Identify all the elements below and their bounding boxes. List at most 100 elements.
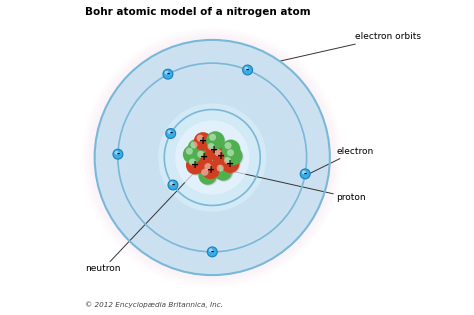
Circle shape	[198, 166, 217, 185]
Circle shape	[178, 123, 247, 192]
Text: -: -	[304, 169, 307, 178]
Circle shape	[115, 60, 310, 255]
Circle shape	[170, 181, 173, 185]
Circle shape	[197, 142, 228, 173]
Circle shape	[201, 169, 209, 176]
Circle shape	[186, 148, 193, 155]
Circle shape	[209, 134, 216, 141]
Text: +: +	[199, 136, 207, 146]
Circle shape	[208, 153, 217, 162]
Text: -: -	[116, 150, 119, 159]
Circle shape	[164, 71, 168, 74]
Circle shape	[82, 27, 342, 288]
Circle shape	[184, 129, 240, 186]
Circle shape	[106, 51, 319, 264]
Text: © 2012 Encyclopædia Britannica, Inc.: © 2012 Encyclopædia Britannica, Inc.	[85, 301, 223, 307]
Circle shape	[168, 180, 178, 190]
Circle shape	[183, 145, 201, 164]
Circle shape	[209, 249, 213, 252]
Circle shape	[113, 149, 123, 159]
Circle shape	[141, 86, 284, 229]
Circle shape	[95, 40, 330, 275]
Circle shape	[191, 141, 198, 148]
Circle shape	[91, 36, 334, 279]
Circle shape	[225, 142, 232, 149]
Circle shape	[171, 116, 254, 199]
Circle shape	[93, 38, 331, 277]
Circle shape	[224, 147, 243, 165]
Circle shape	[104, 49, 320, 266]
Text: -: -	[246, 66, 249, 74]
Text: -: -	[210, 247, 214, 256]
Text: electron: electron	[309, 147, 373, 174]
Circle shape	[187, 157, 205, 175]
Circle shape	[212, 148, 231, 166]
Circle shape	[204, 140, 223, 159]
Circle shape	[98, 43, 327, 272]
Circle shape	[221, 140, 240, 158]
Circle shape	[210, 155, 214, 160]
Text: +: +	[226, 159, 234, 169]
Circle shape	[89, 34, 336, 281]
Circle shape	[189, 134, 236, 181]
Circle shape	[302, 170, 306, 174]
Circle shape	[166, 129, 176, 139]
Circle shape	[189, 158, 196, 165]
Circle shape	[195, 133, 213, 152]
Circle shape	[145, 90, 279, 225]
Circle shape	[182, 127, 243, 188]
Circle shape	[208, 143, 215, 150]
Circle shape	[132, 77, 292, 238]
Circle shape	[225, 148, 244, 166]
Circle shape	[119, 64, 305, 251]
Circle shape	[201, 161, 220, 179]
Circle shape	[123, 69, 301, 246]
Circle shape	[167, 112, 258, 203]
Circle shape	[227, 149, 234, 156]
Text: +: +	[210, 145, 218, 155]
Text: neutron: neutron	[85, 170, 197, 273]
Circle shape	[137, 82, 288, 233]
Circle shape	[108, 54, 316, 261]
Circle shape	[188, 139, 206, 158]
Circle shape	[224, 157, 231, 164]
Circle shape	[134, 79, 290, 236]
Circle shape	[175, 120, 249, 195]
Circle shape	[115, 151, 118, 154]
Text: -: -	[166, 70, 170, 79]
Circle shape	[195, 140, 229, 175]
Circle shape	[244, 66, 248, 70]
Circle shape	[180, 125, 245, 190]
Circle shape	[95, 41, 329, 274]
Circle shape	[147, 93, 277, 222]
Circle shape	[191, 136, 234, 179]
Circle shape	[222, 155, 240, 174]
Text: +: +	[217, 151, 225, 161]
Circle shape	[130, 75, 294, 240]
Text: +: +	[191, 160, 199, 170]
Circle shape	[221, 154, 239, 173]
Circle shape	[300, 169, 310, 179]
Circle shape	[211, 147, 230, 165]
Circle shape	[169, 114, 255, 201]
Circle shape	[128, 73, 297, 242]
Circle shape	[215, 149, 222, 156]
Circle shape	[186, 131, 238, 184]
Circle shape	[160, 106, 264, 209]
Text: Bohr atomic model of a nitrogen atom: Bohr atomic model of a nitrogen atom	[85, 8, 311, 17]
Circle shape	[207, 247, 217, 257]
Text: electron orbits: electron orbits	[280, 32, 420, 61]
Circle shape	[206, 151, 219, 164]
Circle shape	[158, 103, 266, 212]
Circle shape	[215, 163, 233, 182]
Circle shape	[184, 146, 202, 165]
Circle shape	[126, 71, 299, 244]
Circle shape	[207, 132, 226, 151]
Circle shape	[206, 131, 225, 150]
Text: +: +	[207, 165, 215, 175]
Circle shape	[195, 149, 214, 168]
Circle shape	[175, 121, 249, 194]
Text: -: -	[169, 129, 172, 138]
Circle shape	[201, 147, 223, 168]
Circle shape	[243, 65, 253, 75]
